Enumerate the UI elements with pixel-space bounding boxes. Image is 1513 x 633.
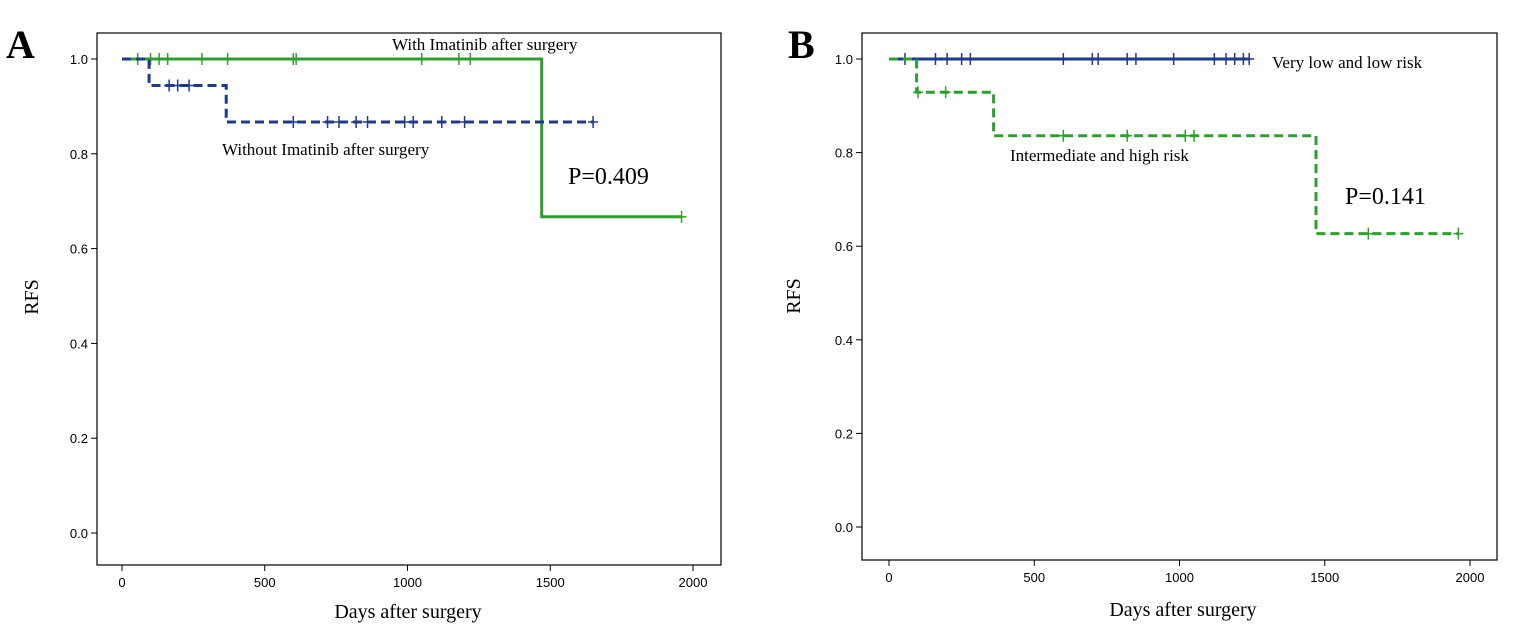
panel-b-x-tick-label: 0 (885, 570, 892, 585)
panel-label-b: B (788, 22, 815, 67)
panel-a-series-1-censor-mark (459, 116, 470, 129)
panel-a-series-1-censor-mark (408, 116, 419, 129)
panel-a-series-1-censor-mark (351, 116, 362, 129)
panel-b-series-1-censor-mark (1122, 129, 1133, 142)
panel-b-series-0-censor-mark (965, 53, 976, 65)
panel-b-series-0-censor-mark (1209, 53, 1220, 65)
panel-b-x-tick-label: 1000 (1165, 570, 1194, 585)
panel-a-y-tick-label: 0.0 (70, 526, 88, 541)
panel-b-series-1-censor-mark (913, 86, 924, 99)
panel-b-series-0-censor-mark (930, 53, 941, 65)
panel-b-series-1-censor-mark (1180, 129, 1191, 142)
panel-b-series-0-censor-mark (1130, 53, 1141, 65)
panel-b-series-0-censor-mark (1229, 53, 1240, 65)
panel-a-series-0-censor-mark (196, 53, 207, 65)
panel-b-series-0-censor-mark (1093, 53, 1104, 65)
panel-a-series-1-censor-mark (288, 116, 299, 129)
panel-a-series-0-censor-mark (416, 53, 427, 65)
panel-b-series-0-censor-mark (1058, 53, 1069, 65)
panel-a-series-label-without-imatinib: Without Imatinib after surgery (222, 140, 430, 159)
panel-a-series-1-censor-mark (184, 79, 195, 92)
panel-a-series-1-censor-mark (164, 79, 175, 92)
panel-a-series-0-censor-mark (676, 210, 687, 223)
panel-a-series-1-censor-mark (399, 116, 410, 129)
panel-b-series-1-survival-line (889, 57, 1459, 236)
panel-a-series-0-censor-mark (291, 53, 302, 65)
panel-b-y-tick-label: 0.6 (835, 239, 853, 254)
panel-b-series-0-censor-mark (956, 53, 967, 65)
panel-a-series-1-censor-mark (172, 79, 183, 92)
panel-a-series-0-censor-mark (162, 53, 173, 65)
panel-b-y-tick-label: 0.4 (835, 333, 853, 348)
panel-a-x-tick-label: 1000 (393, 575, 422, 590)
panel-b-series-label-very-low-low-risk: Very low and low risk (1272, 53, 1423, 72)
panel-a-y-tick-label: 0.2 (70, 431, 88, 446)
panel-a-x-tick-label: 0 (118, 575, 125, 590)
panel-b-series-1-censor-mark (940, 86, 951, 99)
panel-b-series-1-censor-mark (1189, 129, 1200, 142)
panel-b-y-axis-title: RFS (783, 278, 805, 314)
panel-b-y-tick-label: 0.2 (835, 426, 853, 441)
panel-label-a: A (6, 22, 35, 67)
panel-a-series-1-survival-line (122, 57, 594, 124)
panel-a-y-tick-label: 0.4 (70, 336, 88, 351)
panel-b-plot-frame (861, 32, 1498, 561)
panel-a-x-tick-label: 2000 (679, 575, 708, 590)
panel-a-p-value: P=0.409 (568, 164, 649, 190)
panel-a-y-tick-label: 0.6 (70, 242, 88, 257)
panel-a-y-tick-label: 1.0 (70, 52, 88, 67)
panel-a-x-tick-label: 500 (254, 575, 276, 590)
panel-b-x-tick-label: 500 (1023, 570, 1045, 585)
panel-b-y-tick-label: 0.0 (835, 520, 853, 535)
panel-a-series-0-survival-line (122, 57, 682, 219)
panel-a-series-1-censor-mark (322, 116, 333, 129)
panel-b-series-1-censor-mark (1058, 129, 1069, 142)
panel-a-series-1-censor-mark (362, 116, 373, 129)
panel-a-y-tick-label: 0.8 (70, 147, 88, 162)
panel-a-series-0-censor-mark (453, 53, 464, 65)
panel-a-series-1-censor-mark (333, 116, 344, 129)
panel-a-series-1-censor-mark (588, 116, 599, 129)
panel-a-y-axis-title: RFS (21, 279, 43, 315)
panel-b-series-1-censor-mark (1453, 227, 1464, 240)
panel-b-x-tick-label: 1500 (1310, 570, 1339, 585)
panel-a-series-0-censor-mark (465, 53, 476, 65)
panel-a-series-0-censor-mark (154, 53, 165, 65)
panel-b-series-0-censor-mark (942, 53, 953, 65)
panel-b-series-0-censor-mark (1244, 53, 1255, 65)
panel-a-series-0-censor-mark (222, 53, 233, 65)
panel-a-plot-frame (96, 32, 722, 566)
panel-a-series-1-censor-mark (436, 116, 447, 129)
panel-a-x-tick-label: 1500 (536, 575, 565, 590)
panel-b-series-0-censor-mark (1220, 53, 1231, 65)
panel-b-series-1-censor-mark (1363, 227, 1374, 240)
panel-b-x-tick-label: 2000 (1456, 570, 1485, 585)
panel-b-series-0-censor-mark (1122, 53, 1133, 65)
panel-a-series-label-with-imatinib: With Imatinib after surgery (392, 35, 578, 54)
panel-b-p-value: P=0.141 (1345, 184, 1426, 210)
panel-b-y-tick-label: 1.0 (835, 52, 853, 67)
panel-b-series-label-intermediate-high-risk: Intermediate and high risk (1010, 146, 1189, 165)
panel-b-y-tick-label: 0.8 (835, 146, 853, 161)
panel-a-x-axis-title: Days after surgery (334, 601, 481, 623)
panel-b-x-axis-title: Days after surgery (1109, 599, 1256, 621)
panel-b-series-0-censor-mark (1168, 53, 1179, 65)
